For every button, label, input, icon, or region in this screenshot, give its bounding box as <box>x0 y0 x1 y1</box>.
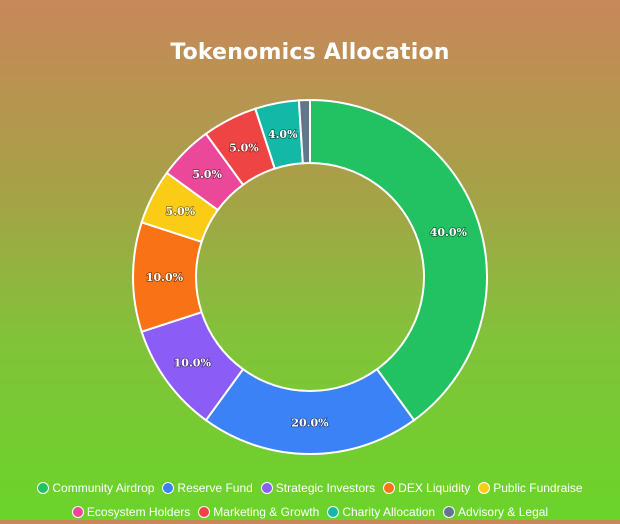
chart-title: Tokenomics Allocation <box>170 40 450 65</box>
legend-swatch-icon <box>71 506 84 518</box>
legend-item[interactable]: DEX Liquidity <box>383 476 470 500</box>
slice-label: 5.0% <box>192 168 222 181</box>
legend-label: Advisory & Legal <box>458 505 549 519</box>
slice-label: 5.0% <box>229 141 259 154</box>
legend-swatch-icon <box>327 506 340 518</box>
legend-item[interactable]: Ecosystem Holders <box>71 500 191 524</box>
legend-item[interactable]: Marketing & Growth <box>198 500 319 524</box>
legend-label: Public Fundraise <box>493 481 583 495</box>
legend-item[interactable]: Public Fundraise <box>478 476 583 500</box>
legend-label: Ecosystem Holders <box>86 505 191 519</box>
legend-label: Reserve Fund <box>177 481 253 495</box>
legend: Community Airdrop Reserve Fund Strategic I… <box>0 476 620 524</box>
doughnut-chart: 40.0% 20.0% 10.0% 10.0% 5.0% 5.0% 5.0% 4.0% <box>132 98 488 455</box>
legend-item[interactable]: Community Airdrop <box>37 476 154 500</box>
slice-reserve-fund[interactable] <box>204 367 416 455</box>
slice-label: 40.0% <box>430 226 468 239</box>
legend-swatch-icon <box>260 482 273 494</box>
slice-community-airdrop[interactable] <box>309 98 488 422</box>
legend-swatch-icon <box>37 482 50 494</box>
legend-item[interactable]: Charity Allocation <box>327 500 435 524</box>
legend-swatch-icon <box>443 506 456 518</box>
legend-label: DEX Liquidity <box>398 481 471 495</box>
legend-label: Community Airdrop <box>52 481 155 495</box>
legend-swatch-icon <box>383 482 396 494</box>
legend-label: Charity Allocation <box>342 505 436 519</box>
slice-label: 4.0% <box>268 128 298 141</box>
legend-label: Strategic Investors <box>275 481 376 495</box>
legend-item[interactable]: Advisory & Legal <box>443 500 548 524</box>
slice-label: 20.0% <box>291 417 329 430</box>
slice-label: 5.0% <box>166 205 196 218</box>
slice-label: 10.0% <box>146 271 184 284</box>
legend-item[interactable]: Strategic Investors <box>260 476 376 500</box>
legend-swatch-icon <box>198 506 211 518</box>
slice-advisory-legal[interactable] <box>297 98 311 165</box>
legend-swatch-icon <box>162 482 175 494</box>
legend-swatch-icon <box>478 482 491 494</box>
legend-item[interactable]: Reserve Fund <box>162 476 253 500</box>
slice-label: 10.0% <box>174 357 212 370</box>
legend-label: Marketing & Growth <box>213 505 320 519</box>
